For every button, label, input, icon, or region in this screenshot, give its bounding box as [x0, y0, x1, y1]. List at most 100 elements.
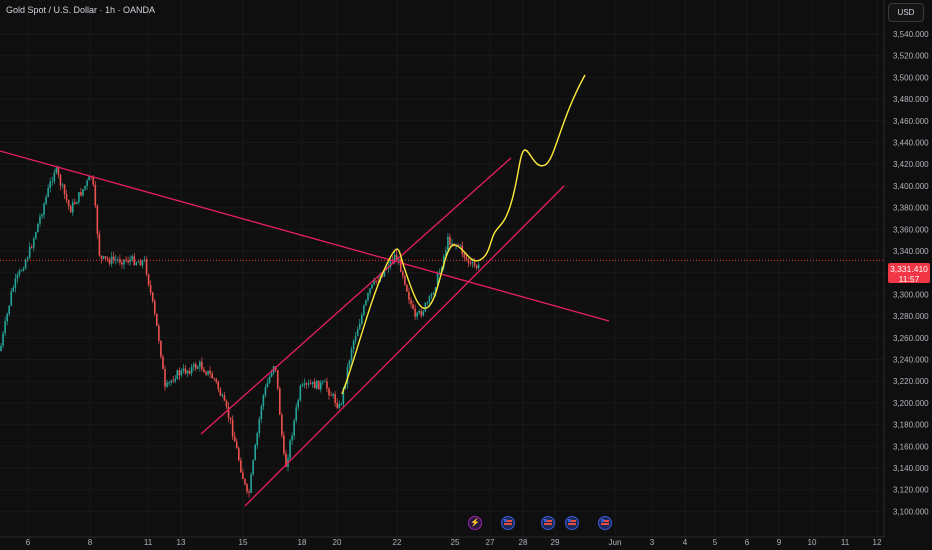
x-tick-label: 5	[713, 538, 718, 547]
candle-body	[84, 185, 86, 190]
candle-body	[348, 360, 351, 368]
candle-body	[49, 181, 51, 189]
candle-body	[449, 236, 451, 245]
candle-body	[102, 256, 105, 259]
candle-body	[203, 369, 205, 373]
x-tick-label: 12	[873, 538, 882, 547]
candle-body	[248, 491, 250, 493]
candle-body	[18, 270, 21, 275]
candle-body	[334, 394, 336, 403]
candle-body	[363, 305, 365, 315]
candle-body	[217, 381, 220, 390]
candle-body	[61, 184, 64, 186]
candle-body	[57, 167, 60, 175]
candle-body	[383, 269, 386, 277]
channel-upper-line[interactable]	[200, 157, 512, 435]
candle-body	[151, 292, 154, 301]
candle-body	[371, 284, 373, 289]
candle-body	[377, 281, 379, 283]
candle-body	[174, 378, 177, 382]
candle-body	[457, 244, 459, 246]
candle-body	[166, 382, 168, 387]
y-tick-label: 3,400.000	[893, 182, 929, 191]
candle-body	[53, 172, 56, 182]
last-price-value: 3,331.410	[890, 264, 928, 274]
candle-body	[256, 433, 259, 446]
candle-body	[459, 245, 461, 247]
x-tick-label: 18	[298, 538, 307, 547]
candle-body	[141, 260, 144, 266]
candle-body	[135, 262, 138, 265]
candle-body	[291, 435, 293, 441]
candle-body	[8, 305, 10, 314]
projection-path[interactable]	[341, 74, 586, 395]
us-flag-icon[interactable]	[565, 516, 579, 530]
candle-body	[311, 381, 314, 385]
candle-body	[375, 280, 377, 282]
candle-body	[293, 420, 295, 436]
candle-body	[180, 370, 183, 376]
candle-body	[129, 259, 131, 263]
candle-body	[320, 382, 322, 390]
candle-body	[422, 311, 425, 316]
candle-body	[412, 304, 414, 309]
resistance-trendline[interactable]	[0, 150, 610, 322]
us-flag-icon[interactable]	[541, 516, 555, 530]
time-axis: 6 8 11 13 15 18 20 22 25 27 28 29 Jun 3 4 5 6 9 10 11 12	[0, 536, 884, 547]
candle-body	[37, 223, 39, 233]
candle-body	[145, 259, 148, 275]
candle-body	[246, 484, 248, 492]
candle-body	[354, 336, 357, 341]
candle-body	[221, 395, 224, 397]
candle-body	[162, 356, 164, 370]
candle-body	[373, 280, 375, 285]
candle-body	[447, 236, 449, 251]
candle-body	[194, 364, 197, 369]
candle-body	[96, 205, 99, 234]
us-flag-icon[interactable]	[501, 516, 515, 530]
candle-body	[418, 310, 420, 313]
candle-body	[260, 406, 263, 419]
x-tick-label: 6	[745, 538, 750, 547]
candle-body	[184, 368, 187, 374]
x-tick-label: 29	[551, 538, 560, 547]
candle-body	[330, 395, 332, 396]
candle-body	[186, 370, 189, 374]
candle-body	[82, 189, 84, 196]
candles	[0, 165, 480, 498]
candle-body	[104, 256, 107, 259]
candle-body	[192, 364, 195, 367]
candle-body	[315, 380, 318, 389]
candle-body	[307, 383, 310, 385]
candle-body	[381, 275, 384, 277]
y-tick-label: 3,160.000	[893, 442, 929, 451]
currency-button[interactable]: USD	[888, 3, 924, 22]
candle-body	[336, 402, 338, 408]
candle-body	[297, 400, 300, 408]
candle-body	[279, 388, 281, 415]
candle-body	[213, 378, 215, 379]
candle-body	[426, 302, 429, 304]
candle-body	[74, 202, 76, 204]
candle-body	[338, 403, 341, 408]
candle-body	[358, 323, 361, 330]
candle-body	[402, 271, 404, 276]
x-tick-label: 28	[519, 538, 528, 547]
candle-body	[28, 246, 31, 258]
candle-body	[303, 383, 306, 386]
channel-lower-line[interactable]	[244, 185, 565, 507]
candle-body	[404, 275, 406, 285]
y-tick-label: 3,200.000	[893, 399, 929, 408]
y-tick-label: 3,240.000	[893, 356, 929, 365]
candle-body	[207, 370, 209, 375]
candle-body	[393, 254, 396, 261]
candle-body	[80, 192, 82, 196]
us-flag-icon[interactable]	[598, 516, 612, 530]
lightning-icon[interactable]: ⚡	[468, 516, 482, 530]
x-tick-label: 25	[451, 538, 460, 547]
candle-body	[270, 372, 273, 377]
last-price-tag: 3,331.410 11:57	[888, 263, 930, 284]
candle-body	[88, 176, 90, 181]
candle-body	[438, 271, 441, 274]
